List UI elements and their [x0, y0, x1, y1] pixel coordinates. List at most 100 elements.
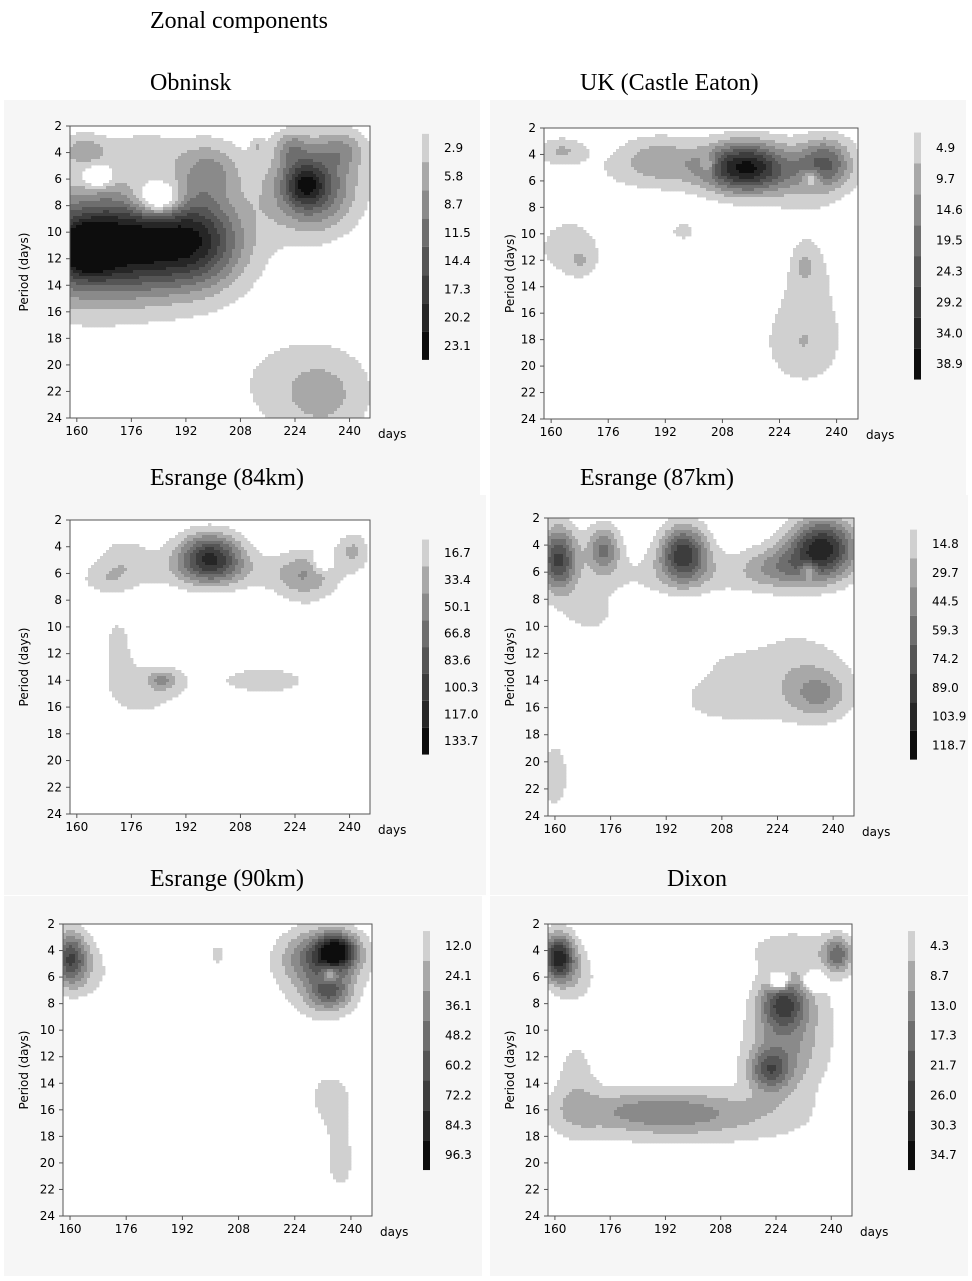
y-tick-label: 16 — [47, 700, 62, 714]
y-tick-label: 22 — [47, 780, 62, 794]
x-tick-label: 224 — [284, 424, 307, 438]
x-tick-label: 240 — [820, 1222, 843, 1236]
y-tick-label: 8 — [54, 199, 62, 213]
legend-label: 100.3 — [444, 680, 478, 694]
y-tick-label: 2 — [528, 121, 536, 135]
y-tick-label: 18 — [47, 727, 62, 741]
legend-label: 24.1 — [445, 969, 472, 983]
x-tick-label: 192 — [655, 822, 678, 836]
x-axis-label: days — [860, 1225, 888, 1239]
x-tick-label: 160 — [65, 820, 88, 834]
y-tick-label: 12 — [525, 1050, 540, 1064]
y-tick-label: 4 — [54, 540, 62, 554]
legend-swatch — [422, 728, 429, 755]
legend-swatch — [423, 931, 430, 961]
x-tick-label: 192 — [174, 424, 197, 438]
legend-swatch — [422, 540, 429, 567]
legend-swatch — [423, 1080, 430, 1110]
legend-swatch — [908, 961, 915, 991]
y-tick-label: 10 — [525, 1023, 540, 1037]
legend-swatch — [423, 1021, 430, 1051]
legend-swatch — [910, 558, 917, 587]
legend-label: 118.7 — [932, 738, 966, 752]
legend-swatch — [423, 961, 430, 991]
y-tick-label: 10 — [47, 620, 62, 634]
legend-swatch — [422, 332, 429, 360]
y-tick-label: 22 — [40, 1182, 55, 1196]
y-tick-label: 4 — [47, 944, 55, 958]
legend-label: 84.3 — [445, 1118, 472, 1132]
y-tick-label: 14 — [525, 1076, 540, 1090]
y-tick-label: 14 — [47, 673, 62, 687]
x-tick-label: 224 — [765, 1222, 788, 1236]
legend-label: 60.2 — [445, 1059, 472, 1073]
x-tick-label: 192 — [174, 820, 197, 834]
y-tick-label: 12 — [47, 647, 62, 661]
legend-label: 36.1 — [445, 999, 472, 1013]
y-tick-label: 24 — [525, 1209, 540, 1223]
y-tick-label: 2 — [532, 917, 540, 931]
x-tick-label: 176 — [599, 822, 622, 836]
y-tick-label: 10 — [521, 227, 536, 241]
legend-label: 89.0 — [932, 681, 959, 695]
legend-label: 11.5 — [444, 226, 471, 240]
legend-swatch — [422, 303, 429, 331]
legend-swatch — [422, 134, 429, 162]
y-tick-label: 12 — [525, 646, 540, 660]
legend-swatch — [908, 1080, 915, 1110]
y-tick-label: 14 — [40, 1076, 55, 1090]
y-tick-label: 18 — [47, 331, 62, 345]
y-tick-label: 8 — [47, 997, 55, 1011]
legend-label: 4.3 — [930, 939, 949, 953]
legend-swatch — [910, 673, 917, 702]
legend-swatch — [908, 1140, 915, 1170]
x-tick-label: 208 — [227, 1222, 250, 1236]
x-tick-label: 240 — [338, 820, 361, 834]
legend-label: 117.0 — [444, 707, 478, 721]
y-tick-label: 22 — [525, 782, 540, 796]
legend-swatch — [908, 1021, 915, 1051]
x-axis-label: days — [380, 1225, 408, 1239]
y-tick-label: 4 — [532, 944, 540, 958]
legend-swatch — [422, 190, 429, 218]
legend-label: 24.3 — [936, 265, 963, 279]
legend-label: 26.0 — [930, 1088, 957, 1102]
legend-label: 59.3 — [932, 623, 959, 637]
legend-label: 9.7 — [936, 172, 955, 186]
legend-label: 103.9 — [932, 710, 966, 724]
legend-label: 72.2 — [445, 1088, 472, 1102]
y-tick-label: 18 — [525, 728, 540, 742]
y-tick-label: 2 — [47, 917, 55, 931]
x-tick-label: 176 — [120, 424, 143, 438]
y-tick-label: 10 — [47, 225, 62, 239]
y-tick-label: 20 — [47, 754, 62, 768]
legend-label: 34.7 — [930, 1148, 957, 1162]
y-tick-label: 16 — [40, 1103, 55, 1117]
y-tick-label: 14 — [525, 674, 540, 688]
legend-swatch — [422, 647, 429, 674]
legend-label: 29.7 — [932, 566, 959, 580]
legend-swatch — [908, 991, 915, 1021]
legend-label: 16.7 — [444, 546, 471, 560]
legend-swatch — [914, 256, 921, 287]
y-tick-label: 14 — [47, 278, 62, 292]
legend-label: 19.5 — [936, 234, 963, 248]
legend-label: 23.1 — [444, 339, 471, 353]
legend-label: 20.2 — [444, 311, 471, 325]
legend-swatch — [422, 162, 429, 190]
x-tick-label: 240 — [339, 1222, 362, 1236]
y-axis-label: Period (days) — [503, 234, 517, 313]
x-tick-label: 176 — [599, 1222, 622, 1236]
x-tick-label: 240 — [825, 425, 848, 439]
y-tick-label: 12 — [521, 253, 536, 267]
legend-label: 30.3 — [930, 1118, 957, 1132]
y-tick-label: 12 — [47, 252, 62, 266]
legend-label: 44.5 — [932, 595, 959, 609]
legend-swatch — [908, 1051, 915, 1081]
legend-swatch — [908, 931, 915, 961]
legend-swatch — [422, 247, 429, 275]
